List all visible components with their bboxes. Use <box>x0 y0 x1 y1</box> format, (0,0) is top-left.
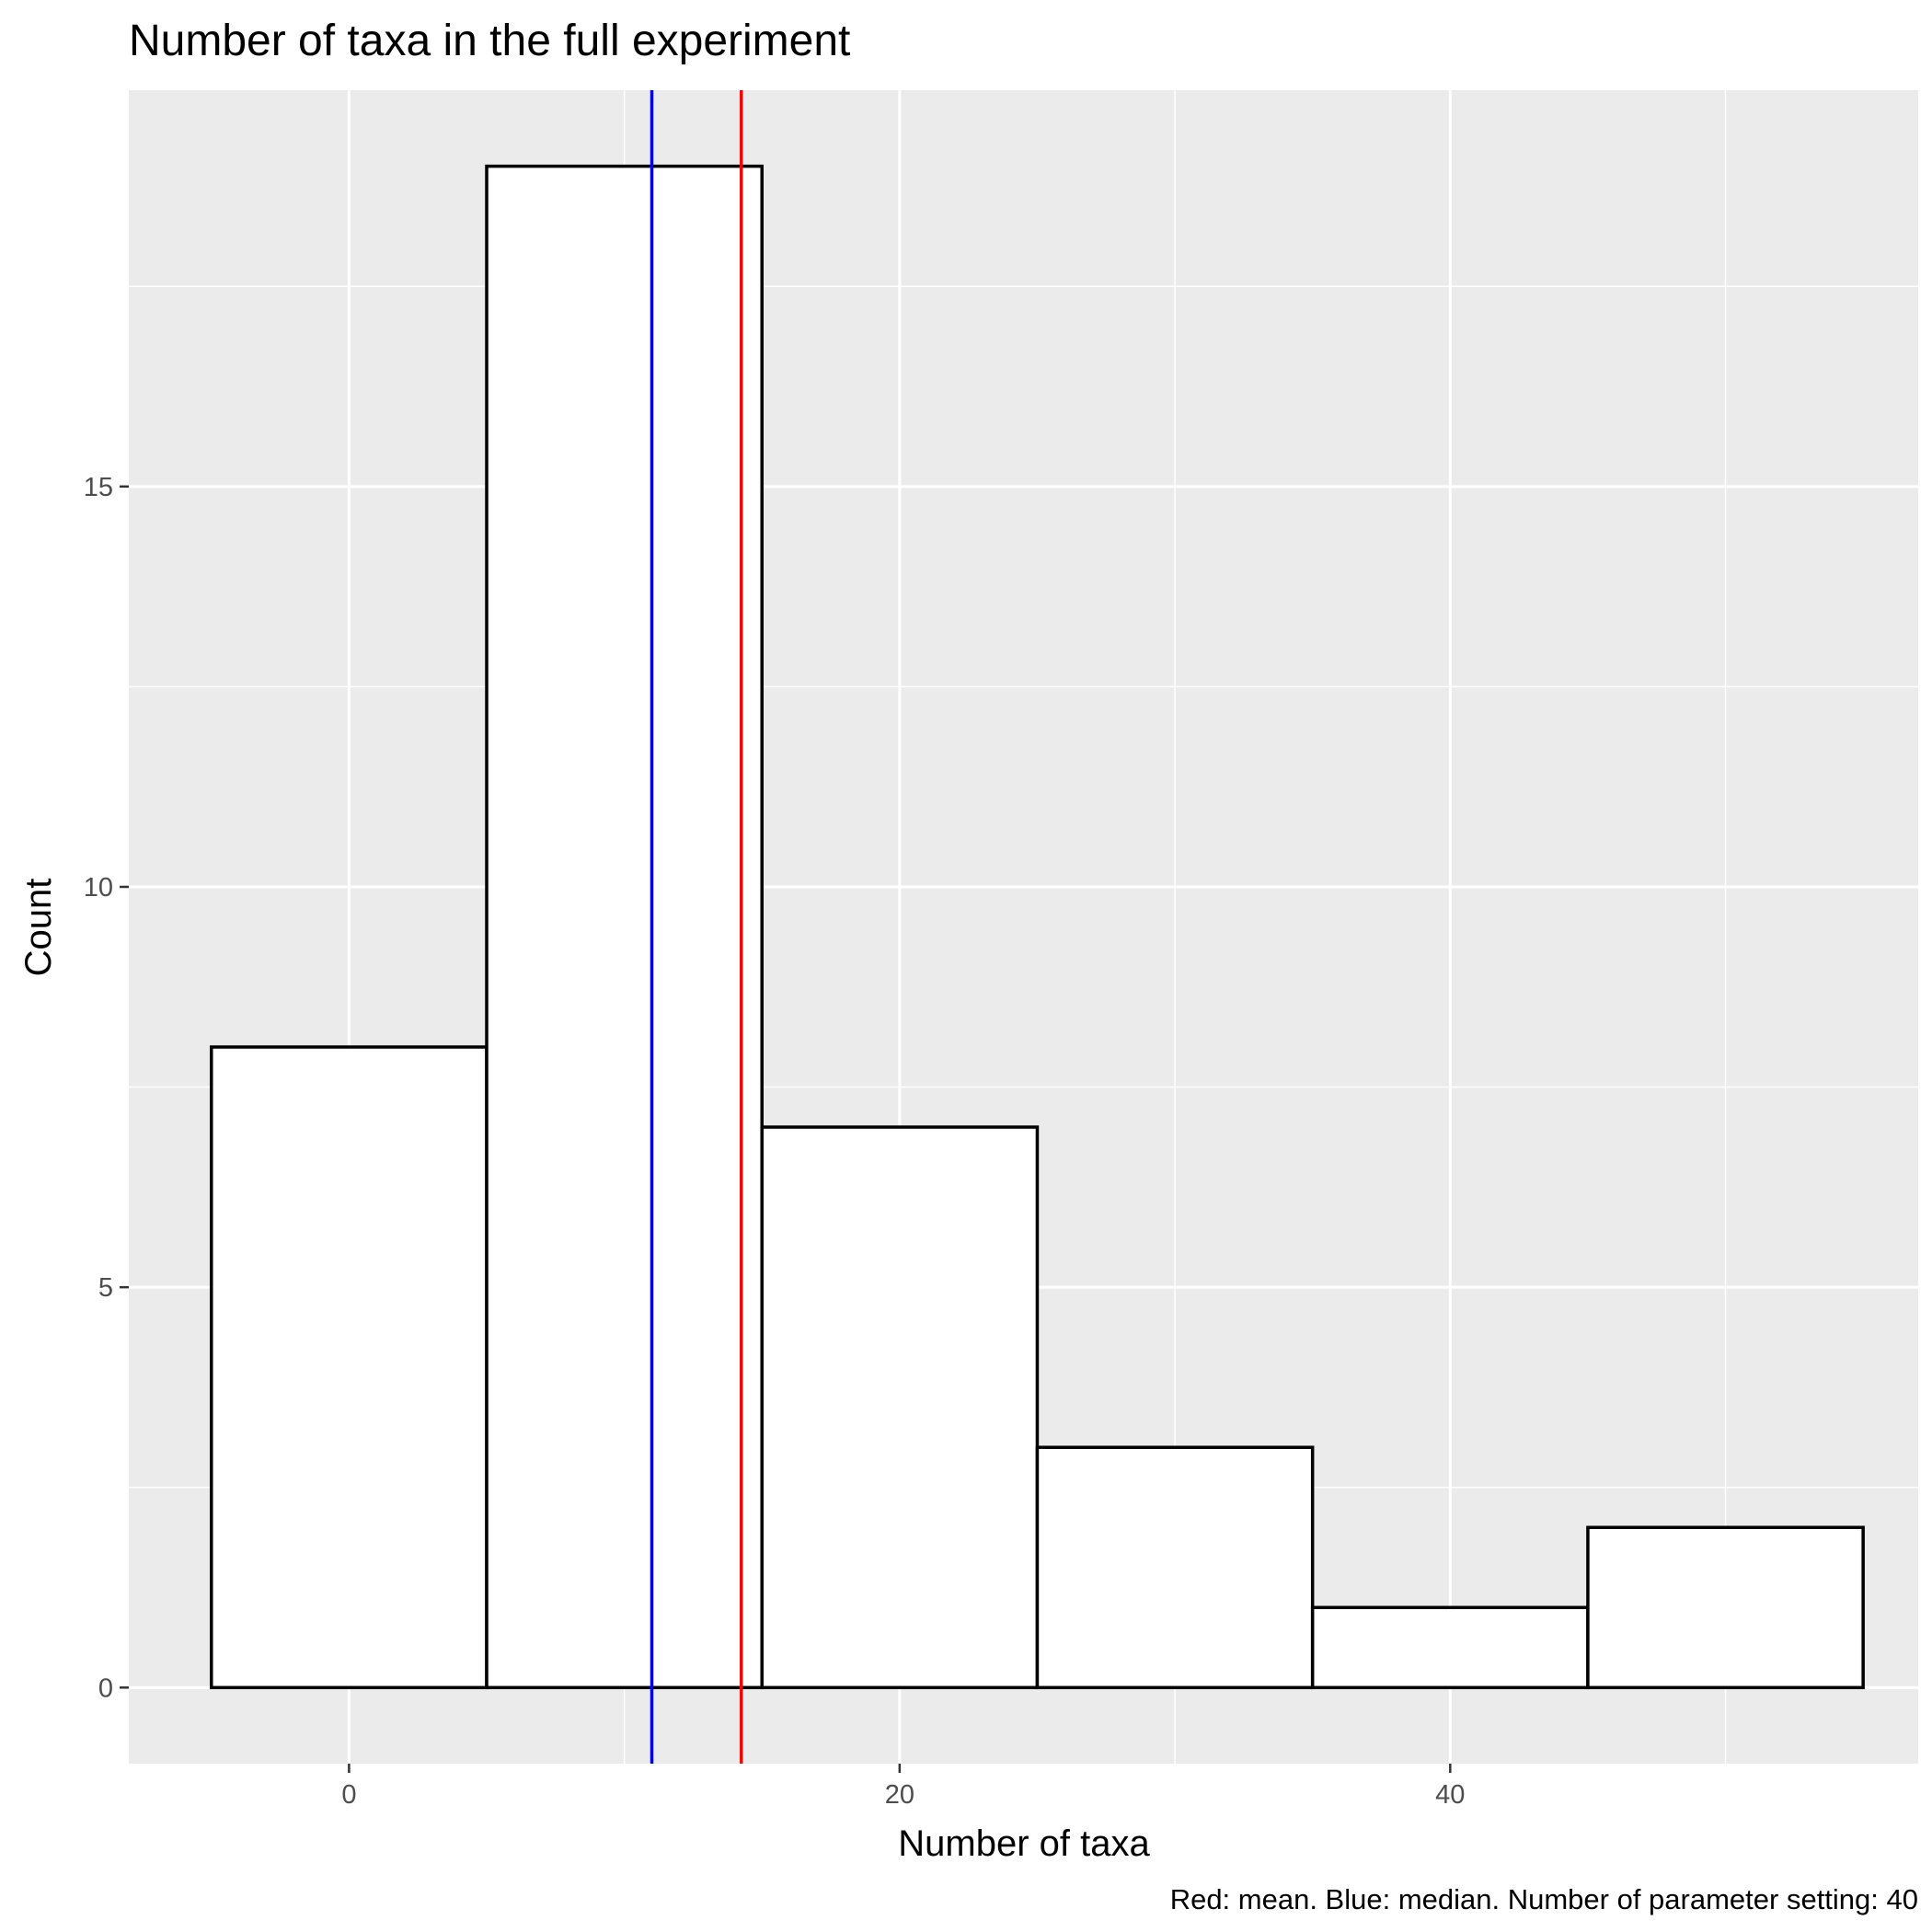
histogram-bar <box>1310 1605 1590 1690</box>
y-tick-label: 15 <box>84 473 113 502</box>
y-tick-label: 0 <box>98 1673 113 1703</box>
histogram-bar <box>1035 1445 1315 1690</box>
x-tick-label: 0 <box>341 1780 356 1810</box>
chart-title: Number of taxa in the full experiment <box>129 17 850 65</box>
histogram-bar <box>760 1125 1040 1690</box>
x-axis-title: Number of taxa <box>898 1823 1150 1864</box>
y-axis-title: Count <box>18 879 59 977</box>
x-tick-label: 20 <box>885 1780 914 1810</box>
histogram-bars <box>210 164 1865 1690</box>
histogram-bar <box>485 164 764 1690</box>
reference-lines <box>650 90 743 1764</box>
y-tick-label: 5 <box>98 1273 113 1303</box>
histogram-bar <box>210 1045 489 1690</box>
chart-caption: Red: mean. Blue: median. Number of param… <box>1170 1883 1918 1915</box>
axis-ticks: 0 20 40 0 5 10 15 <box>84 473 1466 1810</box>
histogram-bar <box>1586 1525 1865 1690</box>
y-tick-label: 10 <box>84 873 113 903</box>
x-tick-label: 40 <box>1435 1780 1465 1810</box>
